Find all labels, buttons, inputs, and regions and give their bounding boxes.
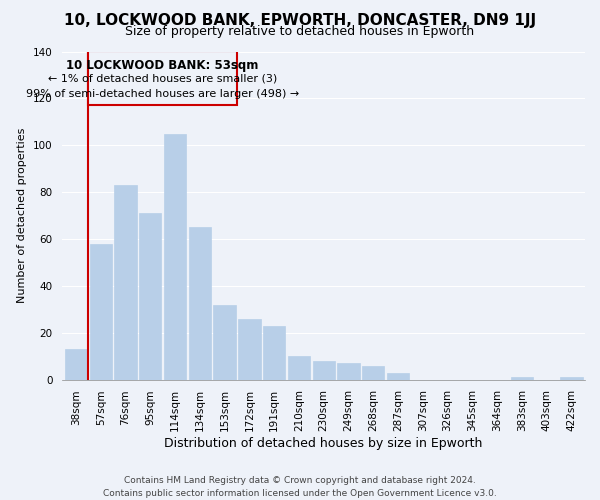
Text: 10 LOCKWOOD BANK: 53sqm: 10 LOCKWOOD BANK: 53sqm (67, 58, 259, 71)
Text: Contains HM Land Registry data © Crown copyright and database right 2024.
Contai: Contains HM Land Registry data © Crown c… (103, 476, 497, 498)
Bar (164, 134, 186, 380)
Bar (362, 366, 385, 380)
Bar (89, 244, 112, 380)
Text: 10, LOCKWOOD BANK, EPWORTH, DONCASTER, DN9 1JJ: 10, LOCKWOOD BANK, EPWORTH, DONCASTER, D… (64, 12, 536, 28)
Bar (65, 349, 87, 380)
Bar (337, 363, 359, 380)
Bar (188, 228, 211, 380)
Bar (511, 378, 533, 380)
Bar (313, 361, 335, 380)
Bar (115, 185, 137, 380)
Bar (560, 378, 583, 380)
Bar (214, 304, 236, 380)
X-axis label: Distribution of detached houses by size in Epworth: Distribution of detached houses by size … (164, 437, 483, 450)
Text: Size of property relative to detached houses in Epworth: Size of property relative to detached ho… (125, 25, 475, 38)
Bar (263, 326, 285, 380)
Bar (238, 318, 260, 380)
Y-axis label: Number of detached properties: Number of detached properties (17, 128, 28, 303)
Bar (288, 356, 310, 380)
Bar (387, 372, 409, 380)
Text: ← 1% of detached houses are smaller (3): ← 1% of detached houses are smaller (3) (48, 74, 277, 84)
Bar (139, 213, 161, 380)
Bar (88, 52, 237, 106)
Text: 99% of semi-detached houses are larger (498) →: 99% of semi-detached houses are larger (… (26, 90, 299, 100)
